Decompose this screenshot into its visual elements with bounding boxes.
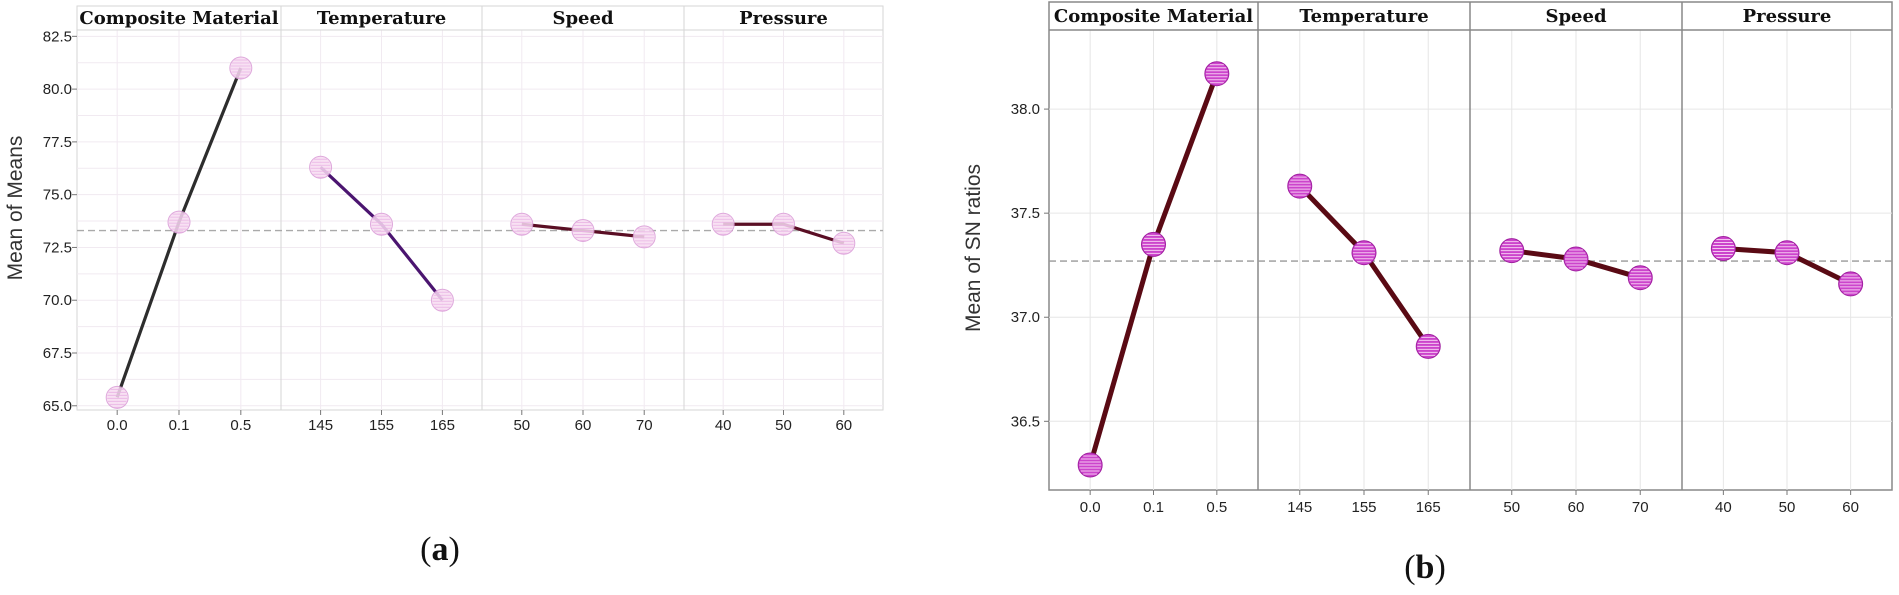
data-point-marker: [711, 212, 735, 236]
y-tick-label: 37.5: [1011, 205, 1040, 222]
data-point: [1838, 271, 1864, 297]
panel-title: Temperature: [317, 8, 446, 29]
data-point-marker: [309, 155, 333, 179]
caption-letter: a: [432, 531, 449, 568]
x-tick-label: 70: [1632, 499, 1649, 516]
data-point-marker: [632, 225, 656, 249]
x-tick-label: 40: [715, 417, 732, 434]
figure-caption: (b): [1404, 549, 1446, 586]
data-point: [167, 210, 191, 234]
x-tick-label: 165: [430, 417, 455, 434]
x-tick-label: 0.1: [169, 417, 190, 434]
data-point: [832, 231, 856, 255]
x-tick-label: 165: [1416, 499, 1441, 516]
panel-title: Speed: [1545, 6, 1606, 27]
y-tick-label: 70.0: [43, 292, 72, 309]
data-point-marker: [105, 385, 129, 409]
panel-title: Pressure: [739, 8, 828, 29]
panel-title: Composite Material: [1054, 6, 1253, 27]
data-point: [772, 212, 795, 236]
data-point: [370, 212, 393, 236]
x-tick-label: 0.0: [1080, 499, 1101, 516]
figure-caption: (a): [420, 531, 460, 568]
panel-title: Pressure: [1743, 6, 1832, 27]
data-point: [1710, 236, 1736, 262]
data-point: [571, 219, 595, 243]
x-tick-label: 145: [308, 417, 333, 434]
x-tick-label: 40: [1715, 499, 1732, 516]
chart-a: Composite Material 0.0 0.1 0.5 Temperature 14…: [4, 5, 884, 568]
x-tick-label: 50: [1503, 499, 1520, 516]
data-point: [711, 212, 735, 236]
x-tick-label: 60: [1842, 499, 1859, 516]
x-tick-label: 50: [513, 417, 530, 434]
data-point: [632, 225, 656, 249]
x-tick-label: 60: [575, 417, 592, 434]
y-axis-label: Mean of SN ratios: [962, 164, 985, 332]
y-tick-label: 67.5: [43, 345, 72, 362]
panel-composite-material: Composite Material 0.0 0.1 0.5: [1049, 6, 1258, 516]
x-tick-label: 50: [1779, 499, 1796, 516]
data-point: [1351, 240, 1377, 266]
panel-title: Speed: [552, 8, 613, 29]
data-point-marker: [832, 231, 856, 255]
data-point: [1774, 240, 1800, 266]
x-tick-label: 0.0: [107, 417, 128, 434]
panel-pressure: Pressure 40 50 60: [1681, 2, 1892, 516]
data-point-marker: [370, 212, 393, 236]
panel-temperature: Temperature 145 155 165: [1257, 2, 1470, 516]
y-axis-label: Mean of Means: [4, 136, 27, 281]
y-tick-label: 72.5: [43, 239, 72, 256]
data-point-marker: [167, 210, 191, 234]
y-tick-label: 65.0: [43, 398, 72, 415]
x-tick-label: 155: [1351, 499, 1376, 516]
y-tick-label: 75.0: [43, 187, 72, 204]
y-tick-label: 36.5: [1011, 413, 1040, 430]
panel-title: Temperature: [1299, 6, 1428, 27]
data-point: [1415, 333, 1441, 359]
data-point: [105, 385, 129, 409]
x-tick-label: 0.5: [230, 417, 251, 434]
y-tick-label: 38.0: [1011, 101, 1040, 118]
data-point: [1141, 231, 1166, 257]
data-point: [1287, 173, 1313, 199]
data-point: [229, 56, 253, 80]
x-tick-label: 60: [835, 417, 852, 434]
data-point: [1499, 238, 1525, 264]
y-tick-label: 77.5: [43, 134, 72, 151]
chart-b: Composite Material 0.0 0.1 0.5 Temperature 14…: [962, 1, 1893, 586]
data-point-marker: [571, 219, 595, 243]
x-tick-label: 155: [369, 417, 394, 434]
data-point-marker: [229, 56, 253, 80]
data-point: [1627, 265, 1653, 291]
data-point: [1204, 61, 1230, 87]
y-tick-label: 37.0: [1011, 309, 1040, 326]
data-point: [510, 212, 534, 236]
panel-title: Composite Material: [79, 8, 278, 29]
data-point-marker: [772, 212, 795, 236]
data-point: [309, 155, 333, 179]
y-tick-label: 82.5: [43, 28, 72, 45]
caption-letter: b: [1416, 549, 1435, 586]
data-point-marker: [430, 288, 454, 312]
data-point: [1077, 452, 1103, 478]
y-tick-label: 80.0: [43, 81, 72, 98]
x-tick-label: 60: [1568, 499, 1585, 516]
data-point: [1563, 246, 1589, 272]
plot-frame: [76, 5, 884, 411]
x-tick-label: 50: [775, 417, 792, 434]
data-point-marker: [510, 212, 534, 236]
x-tick-label: 0.5: [1206, 499, 1227, 516]
x-tick-label: 0.1: [1143, 499, 1164, 516]
x-tick-label: 70: [636, 417, 653, 434]
data-point: [430, 288, 454, 312]
x-tick-label: 145: [1287, 499, 1312, 516]
